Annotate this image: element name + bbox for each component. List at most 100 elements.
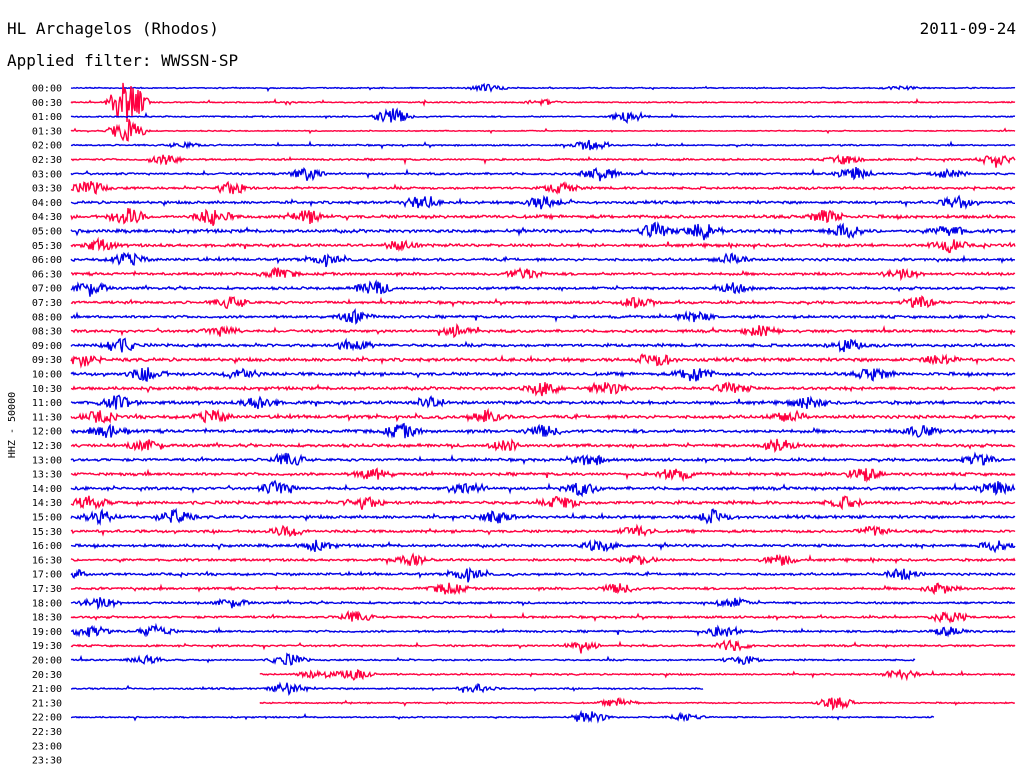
tick-label: 20:30: [32, 670, 62, 681]
date-label: 2011-09-24: [919, 19, 1016, 38]
tick-label: 21:00: [32, 684, 62, 695]
trace-line: [70, 381, 1016, 397]
trace-line: [70, 154, 1016, 168]
filter-label: Applied filter: WWSSN-SP: [7, 51, 239, 70]
tick-label: 13:00: [32, 455, 62, 466]
trace-line: [70, 467, 1016, 483]
tick-label: 17:00: [32, 570, 62, 581]
tick-label: 18:30: [32, 613, 62, 624]
trace-line: [70, 652, 916, 666]
trace-line: [70, 566, 1016, 583]
trace-line: [70, 166, 1016, 182]
tick-label: 01:00: [32, 112, 62, 123]
trace-line: [70, 221, 1016, 241]
trace-line: [70, 451, 1016, 466]
tick-label: 08:30: [32, 327, 62, 338]
trace-line: [70, 337, 1016, 353]
tick-label: 08:00: [32, 312, 62, 323]
trace-line: [70, 622, 1016, 638]
tick-label: 21:30: [32, 698, 62, 709]
tick-label: 02:00: [32, 141, 62, 152]
tick-label: 12:30: [32, 441, 62, 452]
y-axis-label: HHZ - 50000: [7, 392, 18, 458]
trace-line: [70, 709, 935, 724]
station-title: HL Archagelos (Rhodos): [7, 19, 219, 38]
tick-label: 10:30: [32, 384, 62, 395]
trace-line: [70, 437, 1016, 454]
tick-label: 23:30: [32, 756, 62, 767]
tick-label: 16:00: [32, 541, 62, 552]
trace-line: [70, 507, 1016, 526]
tick-label: 09:00: [32, 341, 62, 352]
trace-line: [70, 194, 1015, 210]
trace-line: [70, 295, 1016, 310]
tick-label: 10:00: [32, 370, 62, 381]
trace-line: [70, 479, 1016, 498]
tick-label: 05:00: [32, 227, 62, 238]
trace-line: [70, 610, 1016, 624]
tick-label: 16:30: [32, 555, 62, 566]
tick-label: 11:00: [32, 398, 62, 409]
trace-line: [70, 367, 1016, 382]
tick-label: 14:00: [32, 484, 62, 495]
trace-line: [70, 422, 1016, 439]
tick-label: 07:30: [32, 298, 62, 309]
trace-line: [70, 308, 1016, 325]
trace-line: [70, 180, 1016, 195]
trace-line: [70, 279, 1016, 297]
tick-label: 04:00: [32, 198, 62, 209]
tick-label: 00:30: [32, 98, 62, 109]
trace-line: [70, 82, 1016, 93]
trace-line: [70, 552, 1016, 567]
trace-line: [70, 353, 1016, 369]
tick-label: 15:30: [32, 527, 62, 538]
tick-label: 11:30: [32, 412, 62, 423]
tick-label: 18:00: [32, 598, 62, 609]
trace-line: [70, 139, 1016, 151]
trace-line: [70, 207, 1016, 226]
tick-label: 02:30: [32, 155, 62, 166]
trace-line: [70, 236, 1016, 254]
trace-line: [70, 394, 1016, 410]
tick-label: 19:00: [32, 627, 62, 638]
trace-line: [259, 697, 1016, 711]
tick-label: 05:30: [32, 241, 62, 252]
tick-label: 12:00: [32, 427, 62, 438]
tick-label: 01:30: [32, 126, 62, 137]
seismic-traces: [70, 82, 1016, 724]
time-tick-labels: 00:00 00:30 01:00 01:30 02:00 02:30 03:00 03:30…: [32, 84, 62, 767]
trace-line: [70, 495, 1016, 511]
tick-label: 13:30: [32, 470, 62, 481]
tick-label: 04:30: [32, 212, 62, 223]
tick-label: 14:30: [32, 498, 62, 509]
trace-line: [70, 523, 1016, 538]
tick-label: 17:30: [32, 584, 62, 595]
trace-line: [70, 639, 1016, 654]
trace-line: [70, 596, 1016, 611]
tick-label: 00:00: [32, 84, 62, 95]
trace-line: [70, 107, 1016, 125]
trace-line: [70, 119, 1016, 142]
trace-line: [70, 266, 1016, 282]
trace-line: [70, 407, 1016, 424]
tick-label: 06:00: [32, 255, 62, 266]
tick-label: 20:00: [32, 656, 62, 667]
tick-label: 22:00: [32, 713, 62, 724]
tick-label: 03:00: [32, 169, 62, 180]
tick-label: 19:30: [32, 641, 62, 652]
tick-label: 07:00: [32, 284, 62, 295]
trace-line: [259, 668, 1016, 682]
trace-line: [70, 82, 1016, 123]
tick-label: 23:00: [32, 741, 62, 752]
tick-label: 03:30: [32, 184, 62, 195]
trace-line: [71, 681, 704, 697]
trace-line: [70, 251, 1015, 268]
tick-label: 22:30: [32, 727, 62, 738]
trace-line: [71, 582, 1016, 596]
tick-label: 09:30: [32, 355, 62, 366]
trace-line: [70, 538, 1016, 554]
tick-label: 15:00: [32, 513, 62, 524]
tick-label: 06:30: [32, 269, 62, 280]
trace-line: [70, 323, 1016, 339]
